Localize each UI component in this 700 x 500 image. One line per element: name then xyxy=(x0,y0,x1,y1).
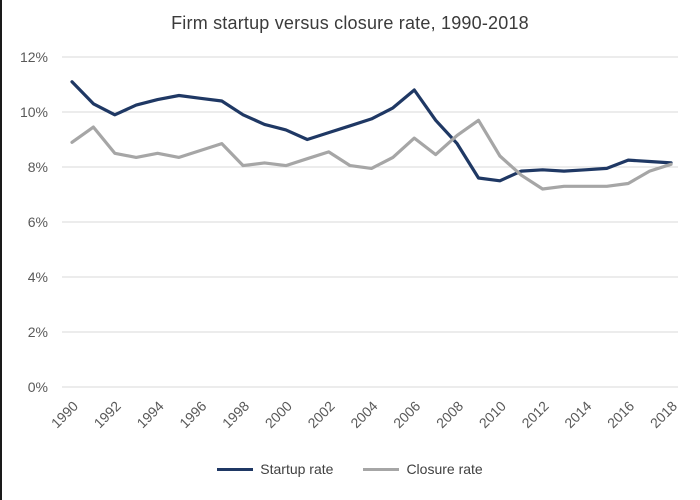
x-axis-label: 1998 xyxy=(219,398,252,431)
y-axis-label: 8% xyxy=(28,159,48,175)
series-line-closure-rate xyxy=(70,118,673,191)
x-axis-label: 2010 xyxy=(476,398,509,431)
x-axis-label: 1990 xyxy=(48,398,81,431)
x-axis-label: 2004 xyxy=(347,398,380,431)
x-axis-label: 2012 xyxy=(518,398,551,431)
x-axis-label: 2002 xyxy=(304,398,337,431)
chart-title: Firm startup versus closure rate, 1990-2… xyxy=(171,13,529,33)
y-axis-label: 10% xyxy=(20,104,48,120)
y-axis-label: 6% xyxy=(28,214,48,230)
y-axis-label: 4% xyxy=(28,269,48,285)
window-left-border xyxy=(0,0,2,500)
x-axis-label: 1994 xyxy=(133,398,166,431)
legend-item-closure-rate: Closure rate xyxy=(363,461,483,477)
series-line-startup-rate xyxy=(70,80,673,183)
y-axis-label: 2% xyxy=(28,324,48,340)
closure-rate-line-swatch xyxy=(363,467,400,471)
legend-label-closure-rate: Closure rate xyxy=(406,461,483,477)
x-axis-label: 2008 xyxy=(433,398,466,431)
x-axis-label: 2000 xyxy=(262,398,295,431)
y-axis-label: 0% xyxy=(28,379,48,395)
x-axis-label: 2016 xyxy=(604,398,637,431)
legend-item-startup-rate: Startup rate xyxy=(217,461,333,477)
legend-label-startup-rate: Startup rate xyxy=(260,461,334,477)
startup-rate-line-swatch xyxy=(217,467,254,471)
x-axis-label: 1996 xyxy=(176,398,209,431)
x-axis-label: 2006 xyxy=(390,398,423,431)
legend: Startup rate Closure rate xyxy=(0,461,700,477)
x-axis-label: 1992 xyxy=(91,398,124,431)
x-axis-label: 2014 xyxy=(561,398,594,431)
y-axis-label: 12% xyxy=(20,49,48,65)
x-axis-label: 2018 xyxy=(647,398,680,431)
